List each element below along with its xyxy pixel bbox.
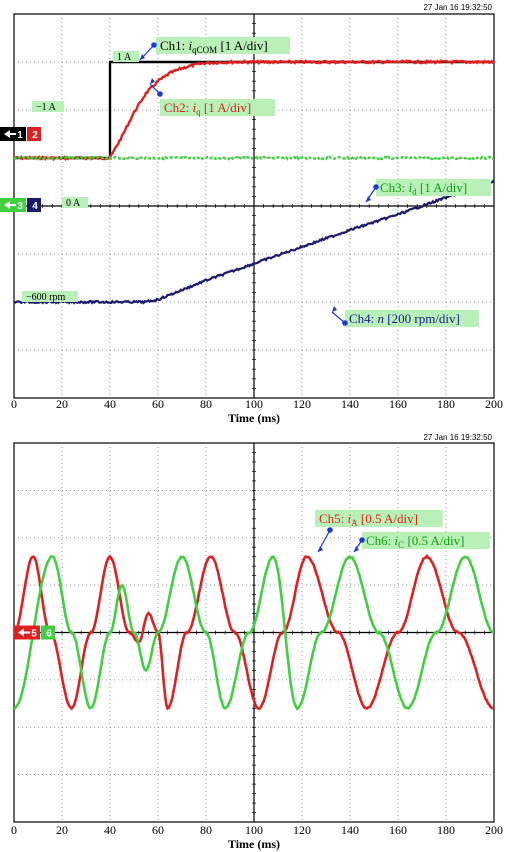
x-tick-label: 200 bbox=[485, 397, 503, 411]
x-tick-label: 0 bbox=[11, 397, 17, 411]
svg-text:Ch5: iA [0.5 A/div]: Ch5: iA [0.5 A/div] bbox=[319, 511, 418, 528]
channel-marker-2: 2 bbox=[27, 127, 41, 141]
svg-text:Ch4: n [200 rpm/div]: Ch4: n [200 rpm/div] bbox=[349, 311, 460, 326]
x-tick-label: 80 bbox=[200, 823, 212, 837]
x-tick-label: 40 bbox=[104, 397, 116, 411]
x-ticks-top: 0 20 40 60 80 100 120 140 160 180 200 bbox=[11, 397, 503, 411]
channel-label: Ch1: iqCOM [1 A/div] bbox=[139, 37, 290, 61]
channel-labels-top: Ch1: iqCOM [1 A/div] Ch2: iq [1 A/div] Ch3… bbox=[139, 37, 492, 327]
level-label: 1 A bbox=[117, 52, 132, 63]
series-line-ch6 bbox=[13, 554, 494, 711]
x-tick-label: 20 bbox=[56, 397, 68, 411]
svg-text:Ch6: iC [0.5 A/div]: Ch6: iC [0.5 A/div] bbox=[366, 533, 465, 550]
x-tick-label: 180 bbox=[437, 823, 455, 837]
channel-marker-1: 1 bbox=[0, 127, 26, 141]
level-label: 0 A bbox=[66, 198, 81, 209]
channel-label: Ch4: n [200 rpm/div] bbox=[331, 306, 479, 327]
level-label: −1 A bbox=[36, 102, 57, 113]
x-tick-label: 200 bbox=[485, 823, 503, 837]
timestamp-top: 27 Jan 16 19:32:50 bbox=[423, 3, 492, 12]
level-label-bg bbox=[32, 101, 64, 112]
panel-top: 27 Jan 16 19:32:50 1 2 3 4 1 A −1 A 0 A −600 r… bbox=[0, 3, 503, 425]
svg-text:Ch1: iqCOM [1 A/div]: Ch1: iqCOM [1 A/div] bbox=[160, 38, 268, 55]
x-tick-label: 80 bbox=[200, 397, 212, 411]
x-ticks-bottom: 0 20 40 60 80 100 120 140 160 180 200 bbox=[11, 823, 503, 837]
x-tick-label: 100 bbox=[245, 823, 263, 837]
x-tick-label: 40 bbox=[104, 823, 116, 837]
level-labels-top: 1 A −1 A 0 A −600 rpm bbox=[22, 51, 139, 303]
x-axis-label-top: Time (ms) bbox=[228, 411, 280, 425]
x-tick-label: 140 bbox=[341, 823, 359, 837]
x-tick-label: 60 bbox=[152, 397, 164, 411]
channel-label: Ch5: iA [0.5 A/div] bbox=[315, 510, 443, 553]
x-tick-label: 20 bbox=[56, 823, 68, 837]
svg-text:Ch2: iq [1 A/div]: Ch2: iq [1 A/div] bbox=[164, 100, 251, 117]
series-line-ch5 bbox=[13, 553, 495, 711]
traces-bottom bbox=[13, 553, 495, 711]
x-tick-label: 160 bbox=[389, 397, 407, 411]
channel-marker-4: 4 bbox=[27, 198, 41, 212]
level-label: −600 rpm bbox=[26, 292, 65, 303]
svg-text:5: 5 bbox=[31, 629, 37, 640]
level-label-bg bbox=[113, 51, 139, 62]
x-tick-label: 180 bbox=[437, 397, 455, 411]
channel-labels-bottom: Ch5: iA [0.5 A/div] Ch6: iC [0.5 A/div] bbox=[315, 510, 490, 553]
series-line-ch4 bbox=[13, 179, 495, 305]
svg-text:2: 2 bbox=[32, 130, 38, 141]
svg-text:3: 3 bbox=[17, 201, 23, 212]
x-tick-label: 100 bbox=[245, 397, 263, 411]
level-label-bg bbox=[62, 197, 88, 208]
svg-text:6: 6 bbox=[46, 629, 52, 640]
timestamp-bottom: 27 Jan 16 19:32:50 bbox=[423, 433, 492, 442]
x-tick-label: 120 bbox=[293, 823, 311, 837]
traces-top bbox=[13, 58, 495, 305]
x-tick-label: 140 bbox=[341, 397, 359, 411]
grid-bottom bbox=[13, 442, 495, 823]
channel-marker-6: 6 bbox=[41, 625, 55, 640]
channel-marker-3: 3 bbox=[0, 198, 26, 212]
x-tick-label: 60 bbox=[152, 823, 164, 837]
svg-text:4: 4 bbox=[32, 201, 38, 212]
level-label-bg bbox=[22, 291, 78, 302]
channel-label: Ch3: id [1 A/div] bbox=[365, 179, 492, 203]
x-tick-label: 120 bbox=[293, 397, 311, 411]
svg-text:Ch3: id [1 A/div]: Ch3: id [1 A/div] bbox=[380, 180, 467, 197]
svg-text:1: 1 bbox=[17, 130, 23, 141]
channel-marker-5: 5 bbox=[14, 625, 40, 640]
series-line-ch3 bbox=[13, 155, 495, 162]
channel-markers-top: 1 2 3 4 bbox=[0, 127, 41, 212]
x-tick-label: 160 bbox=[389, 823, 407, 837]
x-tick-label: 0 bbox=[11, 823, 17, 837]
channel-label: Ch6: iC [0.5 A/div] bbox=[353, 532, 490, 553]
channel-label: Ch2: iq [1 A/div] bbox=[149, 78, 276, 117]
x-axis-label-bottom: Time (ms) bbox=[228, 837, 280, 851]
